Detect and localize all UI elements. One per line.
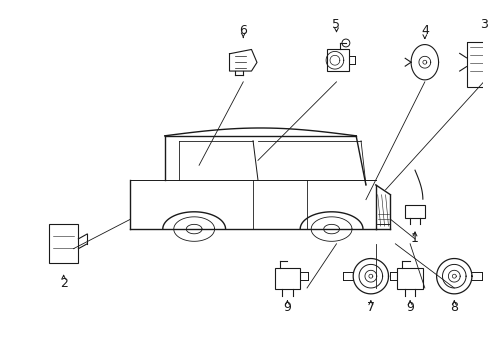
Text: 8: 8	[449, 301, 457, 314]
Text: 9: 9	[283, 301, 291, 314]
Bar	[466, 42, 488, 86]
Bar	[397, 267, 422, 289]
Bar	[49, 224, 78, 264]
Text: 5: 5	[332, 18, 340, 31]
Bar	[274, 267, 300, 289]
Text: 1: 1	[410, 233, 418, 246]
Text: 4: 4	[420, 24, 428, 37]
Text: 6: 6	[239, 24, 246, 37]
Text: 9: 9	[406, 301, 413, 314]
Bar	[326, 49, 348, 71]
Text: 2: 2	[60, 276, 67, 289]
Bar	[405, 204, 424, 218]
Text: 3: 3	[479, 18, 487, 31]
Text: 7: 7	[366, 301, 374, 314]
